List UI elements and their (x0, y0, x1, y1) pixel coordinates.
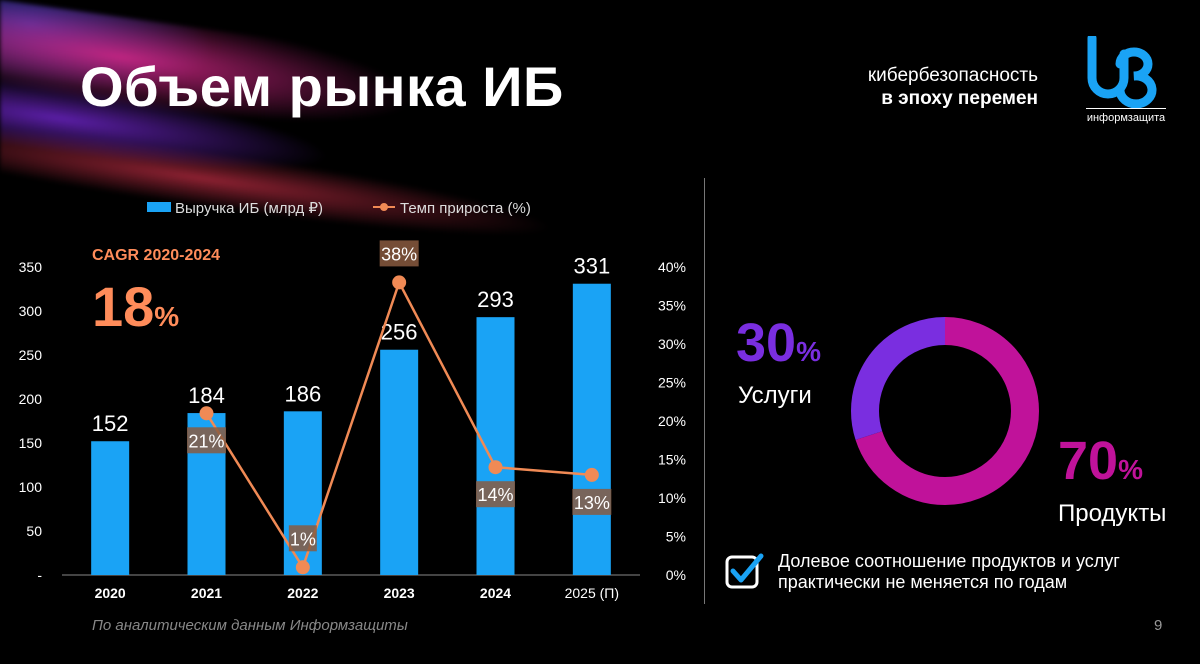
logo-icon (1087, 36, 1157, 109)
revenue-bar (476, 317, 515, 575)
legend-line-label: Темп прироста (%) (400, 200, 531, 217)
products-share: 70% (1058, 430, 1143, 492)
growth-rate-label: 1% (290, 529, 316, 549)
tagline-line1: кибербезопасность (867, 65, 1038, 86)
revenue-bar-label: 184 (188, 383, 225, 408)
y-right-tick-label: 0% (666, 567, 686, 583)
checkbox-checked-icon (725, 553, 764, 589)
x-tick-label: 2024 (480, 585, 511, 601)
y-left-tick-label: 300 (19, 303, 43, 319)
y-right-tick-label: 10% (658, 490, 686, 506)
revenue-bar-label: 256 (381, 320, 418, 345)
legend-bar-swatch (147, 202, 171, 212)
note-text: Долевое соотношение продуктов и услуг пр… (778, 551, 1178, 593)
products-label: Продукты (1058, 500, 1167, 527)
revenue-bar (380, 349, 419, 575)
revenue-bar-label: 152 (92, 411, 129, 436)
growth-rate-label: 38% (381, 244, 417, 264)
revenue-bar (572, 283, 611, 575)
services-label: Услуги (738, 382, 812, 409)
services-products-donut (851, 317, 1039, 505)
x-tick-label: 2020 (95, 585, 126, 601)
cagr-unit: % (154, 301, 180, 332)
cagr-label: CAGR 2020-2024 (92, 247, 221, 264)
y-right-tick-label: 25% (658, 375, 686, 391)
legend-bar-label: Выручка ИБ (млрд ₽) (175, 200, 323, 217)
y-left-tick-label: 200 (19, 391, 43, 407)
services-share-unit: % (796, 336, 821, 367)
growth-rate-label-bg (187, 427, 226, 454)
growth-rate-point (199, 406, 214, 421)
tagline-line2: в эпоху перемен (881, 88, 1038, 109)
x-tick-label: 2023 (384, 585, 415, 601)
products-share-unit: % (1118, 454, 1143, 485)
growth-rate-label: 13% (574, 493, 610, 513)
x-tick-label: 2021 (191, 585, 222, 601)
growth-rate-point (295, 560, 310, 575)
y-left-tick-label: - (37, 567, 42, 583)
cagr-number: 18 (92, 275, 155, 338)
source-footnote: По аналитическим данным Информзащиты (92, 617, 408, 634)
y-left-tick-label: 50 (26, 523, 42, 539)
vertical-divider (704, 178, 705, 604)
y-left-tick-label: 350 (19, 259, 43, 275)
y-left-tick-label: 100 (19, 479, 43, 495)
growth-rate-label-bg (476, 481, 515, 508)
y-right-tick-label: 5% (666, 529, 686, 545)
revenue-bar-label: 186 (284, 381, 321, 406)
growth-rate-label: 14% (477, 485, 513, 505)
x-tick-label: 2025 (П) (565, 585, 619, 601)
growth-rate-point (584, 467, 599, 482)
y-left-tick-label: 150 (19, 435, 43, 451)
revenue-bar (91, 441, 130, 575)
growth-rate-point (392, 275, 407, 290)
note-line1: Долевое соотношение продуктов и услуг (778, 551, 1120, 571)
note-line2: практически не меняется по годам (778, 572, 1068, 592)
y-right-tick-label: 35% (658, 298, 686, 314)
legend-line-marker (380, 203, 388, 211)
y-right-tick-label: 20% (658, 413, 686, 429)
y-right-tick-label: 15% (658, 452, 686, 468)
growth-rate-label-bg (288, 525, 317, 552)
growth-rate-label-bg (379, 240, 419, 267)
revenue-bar-label: 331 (573, 254, 610, 279)
growth-rate-label-bg (572, 488, 612, 515)
services-share-number: 30 (736, 313, 797, 373)
logo-text: информзащита (1086, 108, 1166, 124)
y-right-tick-label: 30% (658, 336, 686, 352)
y-right-tick-label: 40% (658, 259, 686, 275)
page-number: 9 (1154, 617, 1163, 634)
cagr-value: 18% (92, 274, 179, 339)
tagline: кибербезопасность в эпоху перемен (868, 64, 1038, 110)
products-share-number: 70 (1058, 431, 1119, 491)
slide-title: Объем рынка ИБ (80, 55, 564, 118)
donut-slice-services (851, 317, 1039, 505)
y-left-tick-label: 250 (19, 347, 43, 363)
growth-rate-label: 21% (188, 431, 224, 451)
revenue-bar-label: 293 (477, 287, 514, 312)
services-share: 30% (736, 312, 821, 374)
revenue-growth-chart: Выручка ИБ (млрд ₽) Темп прироста (%) - 50 1… (19, 200, 686, 601)
x-tick-label: 2022 (287, 585, 318, 601)
growth-rate-point (488, 460, 503, 475)
